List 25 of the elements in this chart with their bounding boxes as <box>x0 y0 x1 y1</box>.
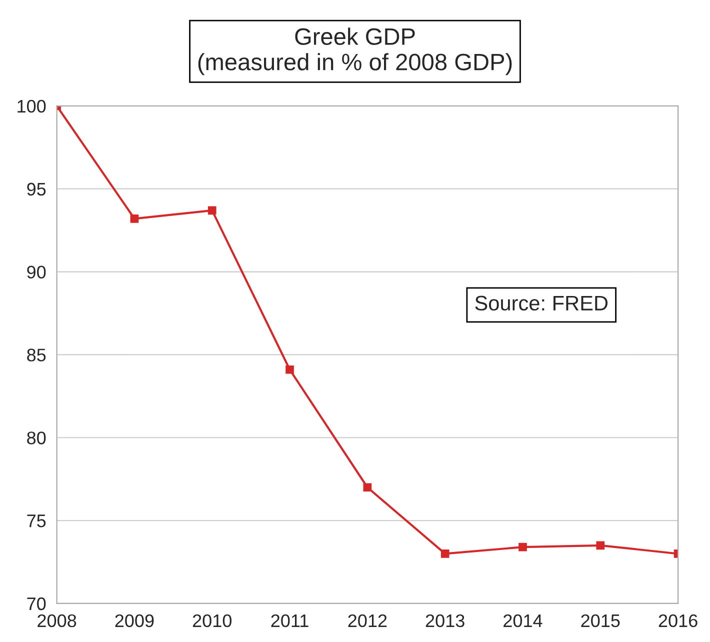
y-tick-label: 100 <box>18 100 46 113</box>
x-tick-label: 2010 <box>192 614 232 628</box>
x-tick-label: 2008 <box>38 614 76 628</box>
y-tick-label: 75 <box>27 514 46 528</box>
x-tick-label: 2015 <box>581 614 620 628</box>
y-tick-label: 90 <box>27 266 46 278</box>
y-tick-label: 85 <box>27 348 46 362</box>
chart-title: Greek GDP (measured in % of 2008 GDP) <box>198 28 512 76</box>
point <box>208 206 216 215</box>
y-tick-label: 70 <box>27 597 46 610</box>
point <box>596 541 605 550</box>
y-tick-label: 80 <box>27 432 46 444</box>
x-tick-label: 2014 <box>504 614 542 628</box>
annotation: Source: FRED <box>475 296 608 311</box>
x-tick-label: 2009 <box>115 614 154 628</box>
y-tick-label: 95 <box>27 182 46 196</box>
point <box>130 214 139 223</box>
point <box>363 483 372 492</box>
point <box>518 542 527 552</box>
point <box>440 550 450 558</box>
x-tick-label: 2011 <box>271 614 308 628</box>
point <box>286 365 294 374</box>
x-tick-label: 2012 <box>348 614 387 628</box>
x-tick-label: 2016 <box>658 614 698 628</box>
x-tick-label: 2013 <box>426 614 464 628</box>
